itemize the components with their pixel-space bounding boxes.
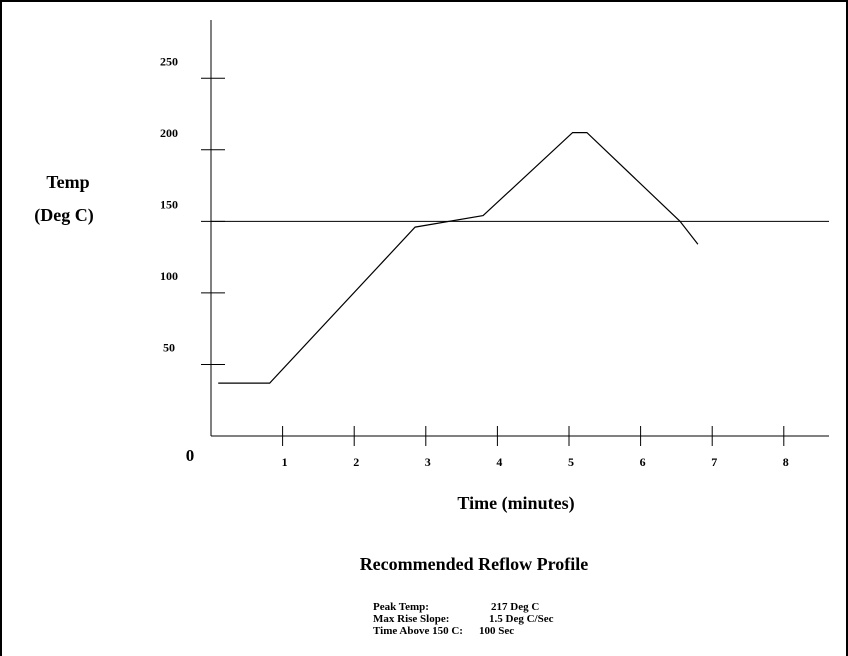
x-tick-label-8: 8 [783,455,789,469]
origin-label: 0 [186,446,195,465]
profile-summary: Peak Temp: 217 Deg C Max Rise Slope: 1.5… [373,601,553,637]
summary-row-time-above-150: Time Above 150 C: 100 Sec [373,625,553,637]
x-tick-label-5: 5 [568,455,574,469]
x-tick-label-3: 3 [425,455,431,469]
x-tick-label-2: 2 [353,455,359,469]
y-tick-label-200: 200 [160,126,178,140]
summary-key: Max Rise Slope: [373,613,450,625]
summary-value: 217 Deg C [491,601,540,613]
summary-key: Peak Temp: [373,601,429,613]
summary-value: 100 Sec [479,625,515,637]
y-ticks: 50 100 150 200 250 [160,54,225,365]
x-tick-label-1: 1 [282,455,288,469]
y-axis-label-line2: (Deg C) [34,205,93,226]
reflow-profile-line [218,132,699,384]
axes [210,20,829,437]
summary-value: 1.5 Deg C/Sec [489,613,554,625]
x-ticks: 1 2 3 4 5 6 7 8 [282,426,789,469]
x-tick-label-6: 6 [640,455,646,469]
y-axis-label-line1: Temp [46,172,89,192]
y-tick-label-100: 100 [160,269,178,283]
x-tick-label-4: 4 [496,455,502,469]
y-tick-label-250: 250 [160,54,178,68]
x-tick-label-7: 7 [711,455,717,469]
summary-row-peak-temp: Peak Temp: 217 Deg C [373,601,553,613]
y-tick-label-50: 50 [163,340,175,354]
summary-key: Time Above 150 C: [373,625,463,637]
series-group [218,132,699,384]
chart-title: Recommended Reflow Profile [360,554,589,574]
summary-row-max-rise-slope: Max Rise Slope: 1.5 Deg C/Sec [373,613,553,625]
y-tick-label-150: 150 [160,197,178,211]
x-axis-label: Time (minutes) [457,493,574,514]
